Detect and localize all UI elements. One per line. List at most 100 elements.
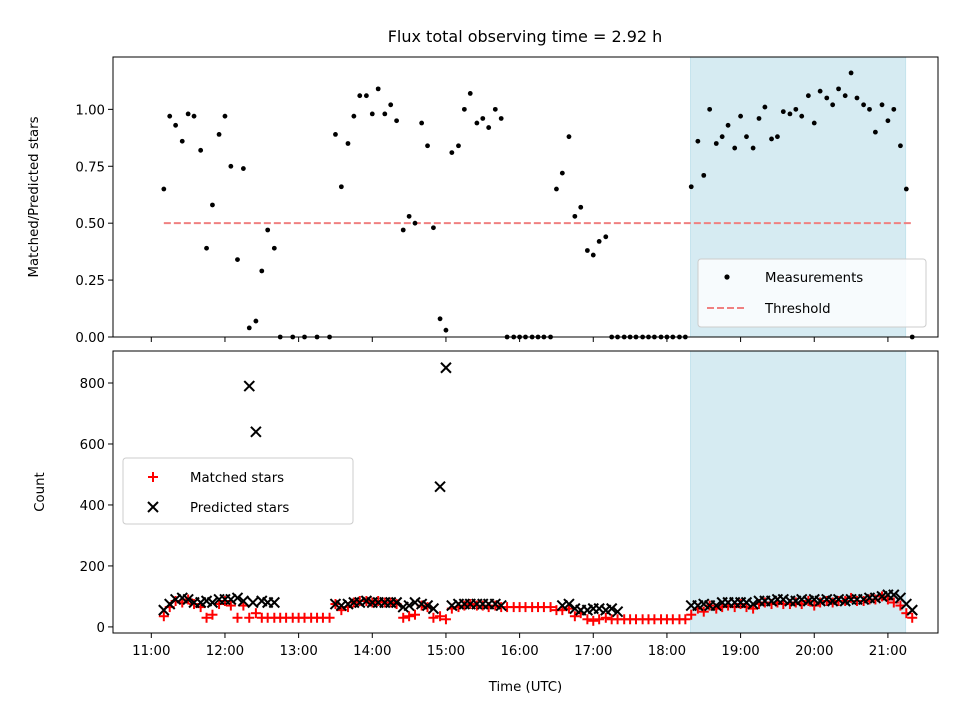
matched-point [244,612,255,623]
matched-point [201,612,212,623]
predicted-point [403,599,415,612]
matched-point [207,609,218,620]
measurement-point [891,106,897,112]
legend-predicted-marker [147,501,159,513]
marker-stroke [200,595,213,607]
legend-measurements-label: Measurements [765,271,863,286]
marker-stroke [182,593,194,606]
top-y-tick-label: 0.75 [75,160,105,175]
x-tick-label: 16:00 [500,644,538,659]
measurement-point [191,113,197,119]
measurement-point [204,245,209,251]
matched-point [680,614,691,625]
measurement-point [351,113,357,119]
predicted-point [268,596,281,609]
measurement-point [167,113,173,119]
predicted-point [440,362,452,374]
measurement-point [216,131,222,137]
marker-stroke [869,592,882,604]
legend-matched-marker [148,472,158,482]
matched-point [582,614,593,625]
predicted-point [434,480,446,493]
x-tick-label: 11:00 [132,644,170,659]
marker-stroke [900,598,913,610]
marker-stroke [710,599,722,612]
predicted-point [427,602,440,615]
marker-stroke [563,598,575,610]
matched-point [490,600,501,611]
predicted-point [421,599,434,612]
bottom-legend: Matched stars Predicted stars [122,457,354,525]
marker-stroke [593,602,605,615]
predicted-point [354,596,366,609]
x-tick-label: 13:00 [279,644,317,659]
predicted-point [710,599,722,612]
top-y-tick-label: 1.00 [75,103,105,118]
measurement-point [817,88,823,94]
marker-stroke [569,602,581,615]
measurement-point [750,145,756,151]
matched-point [225,600,236,611]
matched-point [698,606,709,617]
measurement-point [872,129,878,135]
legend-cross-marker [147,501,159,513]
matched-point [907,612,918,623]
predicted-point [231,592,244,604]
measurement-point [793,106,799,112]
measurement-point [719,134,725,140]
x-tick-label: 20:00 [795,644,833,659]
measurement-point [259,268,265,274]
marker-stroke [421,599,434,612]
measurement-point [161,186,167,192]
predicted-point [237,595,250,607]
bottom-y-tick-label: 200 [80,560,105,575]
bottom-plot-frame [112,350,939,634]
measurement-point [179,138,185,144]
marker-stroke [556,599,569,612]
predicted-point [335,599,348,612]
predicted-point [206,596,219,609]
predicted-point [869,592,882,604]
marker-stroke [821,593,833,606]
predicted-point [593,602,605,615]
measurement-point [805,93,811,99]
predicted-point [182,593,194,606]
measurement-point [333,131,338,137]
marker-stroke [329,598,342,610]
bottom-x-ticks: 11:00 12:00 13:00 14:00 15:00 16:00 17:00 18:00… [132,633,907,659]
measurement-point [811,120,817,126]
bottom-y-ticks: 0 200 400 600 800 [80,377,113,636]
measurement-point [707,106,713,112]
marker-stroke [796,593,808,606]
bottom-y-tick-label: 600 [80,438,105,453]
measurement-point [419,120,425,126]
marker-stroke [237,595,250,607]
measurement-point [554,186,559,192]
top-legend-box [697,258,927,328]
marker-stroke [427,602,440,615]
measurement-point [198,147,204,153]
chart-title: Flux total observing time = 2.92 h [388,27,663,46]
measurement-point [210,202,215,208]
measurement-point [738,113,743,119]
matched-point [545,602,556,613]
predicted-point [906,604,918,616]
measurement-point [787,111,793,117]
top-x-ticks [150,337,889,342]
matched-point [588,615,599,626]
predicted-point [888,589,900,601]
top-legend: Measurements Threshold [697,258,927,328]
top-y-tick-label: 0.00 [75,331,105,346]
top-plot-frame [112,56,939,338]
measurement-point [253,318,259,324]
marker-stroke [335,599,348,612]
marker-stroke [225,593,237,606]
measurement-point [799,113,805,119]
matched-point [435,611,446,622]
measurement-point [590,252,596,258]
marker-stroke [777,593,790,606]
marker-stroke [354,596,366,609]
measurement-point [848,70,854,76]
matched-point [569,611,580,622]
measurement-point [756,116,762,121]
